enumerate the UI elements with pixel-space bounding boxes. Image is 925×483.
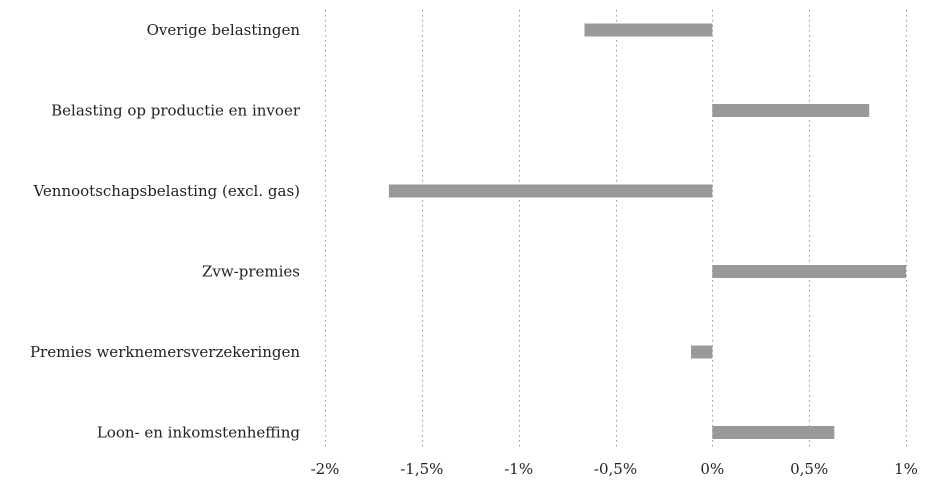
category-label: Zvw-premies (202, 263, 300, 281)
x-tick-label: -1,5% (400, 460, 443, 478)
category-label: Loon- en inkomstenheffing (97, 424, 301, 442)
bars (388, 23, 906, 439)
x-tick-label: -0,5% (594, 460, 637, 478)
bar (691, 345, 713, 359)
x-tick-label: 1% (894, 460, 918, 478)
category-label: Premies werknemersverzekeringen (30, 343, 300, 361)
x-tick-label: 0,5% (790, 460, 828, 478)
category-label: Belasting op productie en invoer (51, 102, 301, 120)
x-tick-label: -2% (311, 460, 340, 478)
category-labels: Overige belastingen Belasting op producti… (30, 21, 301, 442)
category-label: Overige belastingen (147, 21, 301, 39)
bar (584, 23, 713, 37)
bar (388, 184, 713, 198)
bar (712, 265, 906, 278)
gridlines (325, 10, 907, 448)
bar (712, 104, 870, 117)
bar (712, 426, 835, 439)
x-tick-labels: -2% -1,5% -1% -0,5% 0% 0,5% 1% (311, 460, 918, 478)
x-tick-label: 0% (700, 460, 724, 478)
category-label: Vennootschapsbelasting (excl. gas) (32, 182, 300, 200)
x-tick-label: -1% (504, 460, 533, 478)
